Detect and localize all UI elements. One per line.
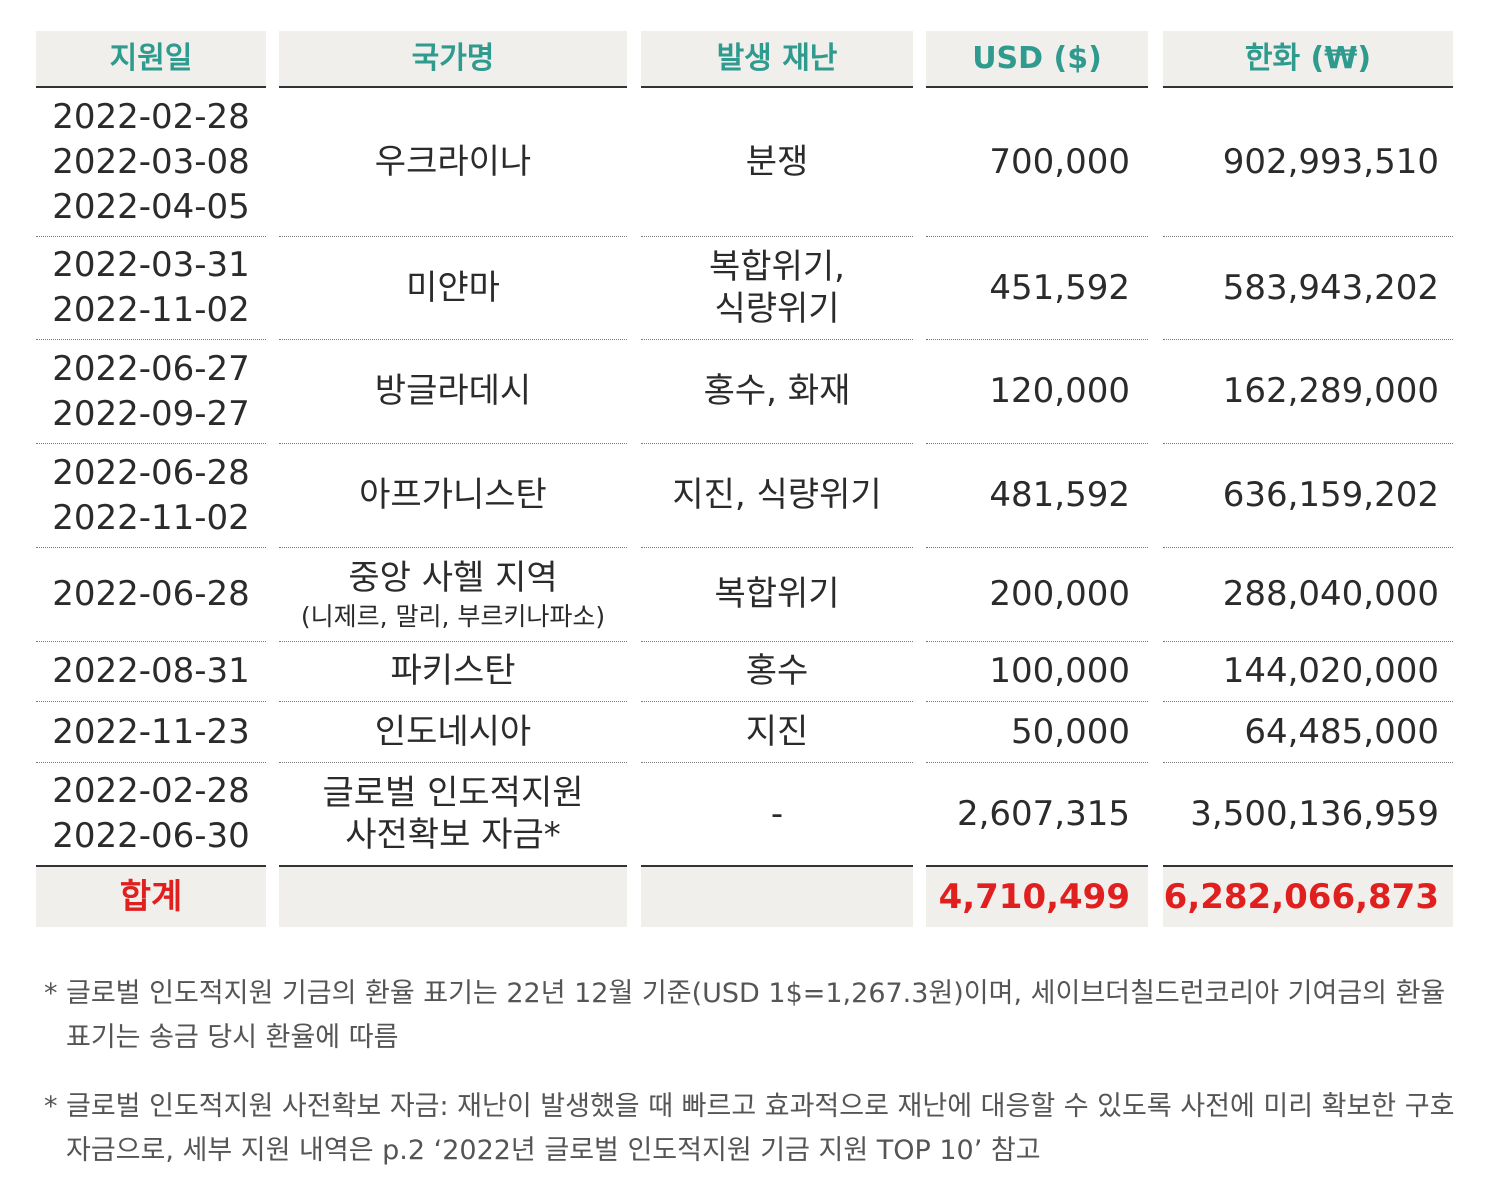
support-dates: 2022-11-23 — [36, 702, 266, 763]
support-date: 2022-11-02 — [52, 497, 250, 538]
krw-amount: 3,500,136,959 — [1163, 763, 1453, 867]
country-second-line: 사전확보 자금* — [345, 815, 561, 855]
krw-amount: 583,943,202 — [1163, 237, 1453, 340]
table-row: 2022-06-28 2022-11-02 아프가니스탄 지진, 식량위기 48… — [36, 444, 1453, 548]
support-date: 2022-04-05 — [52, 186, 250, 227]
footnote-marker: * — [44, 978, 58, 1009]
aid-table: 지원일 국가명 발생 재난 USD ($) 한화 (₩) 2022-02-28 … — [36, 31, 1453, 927]
country-name: 아프가니스탄 — [279, 444, 627, 548]
country-name: 우크라이나 — [279, 88, 627, 237]
country-main: 중앙 사헬 지역 — [348, 557, 558, 598]
support-date: 2022-06-28 — [52, 452, 250, 493]
total-label: 합계 — [36, 867, 266, 927]
header-usd: USD ($) — [926, 31, 1148, 88]
total-krw: 6,282,066,873 — [1163, 867, 1453, 927]
country-subtitle: (니제르, 말리, 부르키나파소) — [300, 602, 606, 632]
total-country-blank — [279, 867, 627, 927]
support-date: 2022-08-31 — [52, 651, 250, 691]
usd-amount: 481,592 — [926, 444, 1148, 548]
country-name: 인도네시아 — [279, 702, 627, 763]
support-dates: 2022-03-31 2022-11-02 — [36, 237, 266, 340]
krw-amount: 636,159,202 — [1163, 444, 1453, 548]
header-krw: 한화 (₩) — [1163, 31, 1453, 88]
country-name: 글로벌 인도적지원 사전확보 자금* — [279, 763, 627, 867]
table-row: 2022-08-31 파키스탄 홍수 100,000 144,020,000 — [36, 642, 1453, 702]
usd-amount: 120,000 — [926, 340, 1148, 444]
footnote-marker: * — [44, 1091, 58, 1122]
krw-amount: 288,040,000 — [1163, 548, 1453, 642]
disaster-type: 지진 — [641, 702, 913, 763]
support-date: 2022-06-27 — [52, 348, 250, 389]
support-dates: 2022-02-28 2022-03-08 2022-04-05 — [36, 88, 266, 237]
footnote-reserve-fund: * 글로벌 인도적지원 사전확보 자금: 재난이 발생했을 때 빠르고 효과적으… — [44, 1085, 1459, 1173]
table-row: 2022-03-31 2022-11-02 미얀마 복합위기, 식량위기 451… — [36, 237, 1453, 340]
support-date: 2022-11-02 — [52, 290, 250, 330]
disaster-type: 복합위기, 식량위기 — [641, 237, 913, 340]
disaster-type: 홍수, 화재 — [641, 340, 913, 444]
table-row: 2022-02-28 2022-06-30 글로벌 인도적지원 사전확보 자금*… — [36, 763, 1453, 867]
support-dates: 2022-06-28 2022-11-02 — [36, 444, 266, 548]
header-date: 지원일 — [36, 31, 266, 88]
krw-amount: 144,020,000 — [1163, 642, 1453, 702]
support-date: 2022-06-28 — [52, 574, 250, 614]
disaster-line: 식량위기 — [714, 289, 840, 329]
support-date: 2022-11-23 — [52, 711, 250, 752]
country-name: 중앙 사헬 지역 (니제르, 말리, 부르키나파소) — [279, 548, 627, 642]
footnote-text: 글로벌 인도적지원 기금의 환율 표기는 22년 12월 기준(USD 1$=1… — [66, 978, 1446, 1053]
total-disaster-blank — [641, 867, 913, 927]
footnote-text: 글로벌 인도적지원 사전확보 자금: 재난이 발생했을 때 빠르고 효과적으로 … — [66, 1091, 1455, 1166]
table-header: 지원일 국가명 발생 재난 USD ($) 한화 (₩) — [36, 31, 1453, 88]
disaster-type: 복합위기 — [641, 548, 913, 642]
usd-amount: 200,000 — [926, 548, 1148, 642]
disaster-type: 지진, 식량위기 — [641, 444, 913, 548]
support-date: 2022-03-31 — [52, 245, 250, 285]
header-country: 국가명 — [279, 31, 627, 88]
disaster-line: 복합위기, — [709, 246, 845, 287]
table-row: 2022-06-27 2022-09-27 방글라데시 홍수, 화재 120,0… — [36, 340, 1453, 444]
support-date: 2022-02-28 — [52, 771, 250, 811]
krw-amount: 902,993,510 — [1163, 88, 1453, 237]
support-dates: 2022-06-27 2022-09-27 — [36, 340, 266, 444]
disaster-type: 분쟁 — [641, 88, 913, 237]
footnote-exchange-rate: * 글로벌 인도적지원 기금의 환율 표기는 22년 12월 기준(USD 1$… — [44, 972, 1459, 1060]
usd-amount: 50,000 — [926, 702, 1148, 763]
usd-amount: 700,000 — [926, 88, 1148, 237]
krw-amount: 64,485,000 — [1163, 702, 1453, 763]
usd-amount: 451,592 — [926, 237, 1148, 340]
support-date: 2022-03-08 — [52, 141, 250, 182]
usd-amount: 100,000 — [926, 642, 1148, 702]
table-row: 2022-11-23 인도네시아 지진 50,000 64,485,000 — [36, 702, 1453, 763]
support-dates: 2022-06-28 — [36, 548, 266, 642]
support-dates: 2022-08-31 — [36, 642, 266, 702]
support-date: 2022-09-27 — [52, 393, 250, 434]
support-date: 2022-02-28 — [52, 96, 250, 137]
table-row: 2022-06-28 중앙 사헬 지역 (니제르, 말리, 부르키나파소) 복합… — [36, 548, 1453, 642]
support-date: 2022-06-30 — [52, 816, 250, 856]
support-dates: 2022-02-28 2022-06-30 — [36, 763, 266, 867]
header-disaster: 발생 재난 — [641, 31, 913, 88]
footnotes: * 글로벌 인도적지원 기금의 환율 표기는 22년 12월 기준(USD 1$… — [44, 972, 1459, 1173]
country-main: 글로벌 인도적지원 — [322, 772, 584, 813]
disaster-type: 홍수 — [641, 642, 913, 702]
country-name: 미얀마 — [279, 237, 627, 340]
disaster-type: - — [641, 763, 913, 867]
country-name: 방글라데시 — [279, 340, 627, 444]
total-row: 합계 4,710,499 6,282,066,873 — [36, 867, 1453, 927]
usd-amount: 2,607,315 — [926, 763, 1148, 867]
table-row: 2022-02-28 2022-03-08 2022-04-05 우크라이나 분… — [36, 88, 1453, 237]
total-usd: 4,710,499 — [926, 867, 1148, 927]
krw-amount: 162,289,000 — [1163, 340, 1453, 444]
country-name: 파키스탄 — [279, 642, 627, 702]
